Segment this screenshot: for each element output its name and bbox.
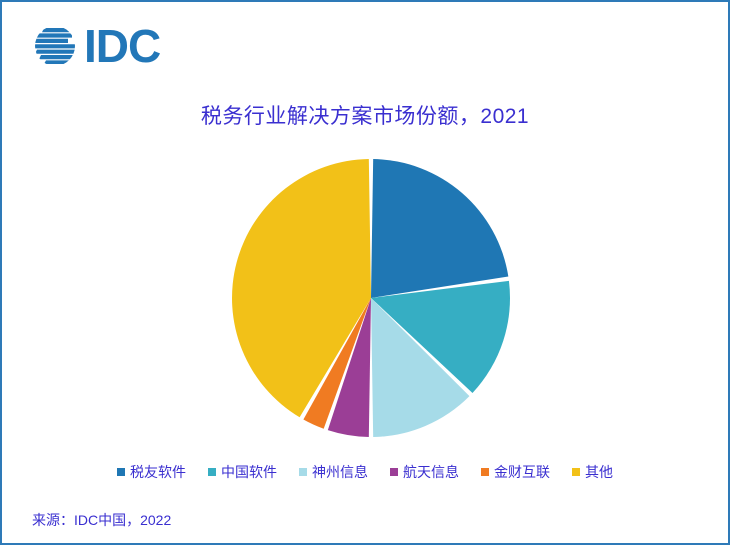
pie-chart-svg <box>232 159 510 437</box>
idc-logo: IDC <box>32 20 212 72</box>
legend-swatch-icon <box>208 468 216 476</box>
legend-item-label: 金财互联 <box>494 464 550 480</box>
pie-slice-group <box>232 159 510 437</box>
pie-slice[interactable] <box>232 159 371 418</box>
globe-stripes-icon <box>35 28 75 64</box>
legend-item-label: 神州信息 <box>312 464 368 480</box>
legend-item[interactable]: 中国软件 <box>208 462 277 482</box>
legend-swatch-icon <box>299 468 307 476</box>
source-note: 来源：IDC中国，2022 <box>32 512 172 528</box>
pie-slice[interactable] <box>371 159 509 298</box>
legend-item-label: 中国软件 <box>221 464 277 480</box>
pie-slice[interactable] <box>303 298 371 429</box>
legend-item[interactable]: 金财互联 <box>481 462 550 482</box>
legend-item[interactable]: 神州信息 <box>299 462 368 482</box>
legend-swatch-icon <box>481 468 489 476</box>
idc-logo-text: IDC <box>84 20 161 72</box>
legend-swatch-icon <box>117 468 125 476</box>
pie-slice[interactable] <box>327 298 371 437</box>
legend-swatch-icon <box>572 468 580 476</box>
chart-title: 税务行业解决方案市场份额，2021 <box>200 105 530 128</box>
legend-item[interactable]: 税友软件 <box>117 462 186 482</box>
legend-item-label: 其他 <box>585 464 613 480</box>
legend-item[interactable]: 航天信息 <box>390 462 459 482</box>
legend-swatch-icon <box>390 468 398 476</box>
pie-chart <box>231 158 511 438</box>
pie-slice[interactable] <box>371 298 470 437</box>
pie-slice[interactable] <box>371 280 510 393</box>
legend-item-label: 税友软件 <box>130 464 186 480</box>
legend-item-label: 航天信息 <box>403 464 459 480</box>
legend-item[interactable]: 其他 <box>572 462 613 482</box>
chart-legend: 税友软件 中国软件 神州信息 航天信息 金财互联 其他 <box>2 462 728 482</box>
